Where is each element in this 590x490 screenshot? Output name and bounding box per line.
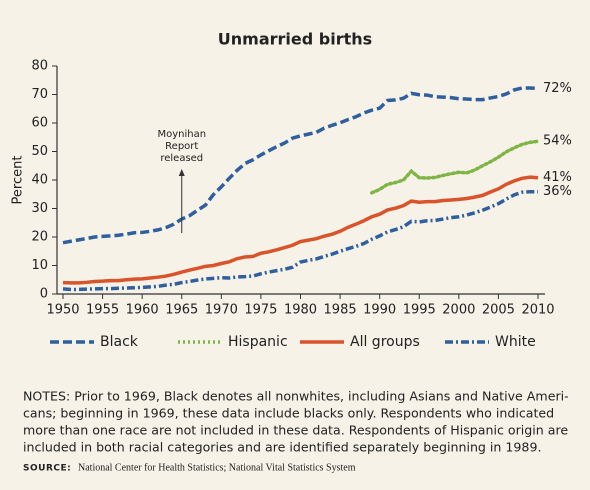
end-label: 41% [543,170,572,185]
x-tick-label: 1970 [205,303,238,318]
chart-title: Unmarried births [218,30,372,49]
x-tick-label: 2010 [521,303,554,318]
x-tick-label: 2005 [482,303,515,318]
annotation: Report [165,141,198,152]
x-tick-label: 1985 [324,303,357,318]
notes-line: NOTES: Prior to 1969, Black denotes all … [23,389,569,404]
annotation-arrowhead [178,169,185,176]
y-tick-label: 70 [31,87,48,102]
y-tick-label: 60 [31,116,48,131]
series-line [62,189,538,292]
x-tick-label: 1960 [126,303,159,318]
notes-line: more than one race are not included in t… [23,423,568,438]
x-tick-label: 1975 [244,303,277,318]
end-label: 36% [543,184,572,199]
notes-line: included in both racial categories and a… [23,440,541,455]
x-tick-label: 1995 [403,303,436,318]
series-line [370,139,540,195]
notes-line: cans; beginning in 1969, these data incl… [23,406,554,421]
legend-label: Black [100,334,139,350]
y-tick-label: 0 [40,287,48,302]
legend-label: Hispanic [228,334,288,350]
y-axis-label: Percent [11,156,26,205]
y-tick-label: 30 [31,201,48,216]
x-tick-label: 1950 [46,303,79,318]
x-tick-label: 1955 [86,303,119,318]
source-label: SOURCE: [23,464,71,474]
y-tick-label: 10 [31,258,48,273]
x-tick-label: 1990 [363,303,396,318]
y-tick-label: 50 [31,144,48,159]
annotation: released [160,153,203,164]
end-label: 72% [543,81,572,96]
annotation: Moynihan [157,129,206,140]
x-tick-label: 2000 [442,303,475,318]
y-tick-label: 40 [31,173,48,188]
end-label: 54% [543,134,572,149]
y-tick-label: 80 [31,59,48,74]
x-tick-label: 1965 [165,303,198,318]
legend-label: White [495,334,536,350]
legend-label: All groups [350,334,420,350]
series-line [62,175,539,285]
series-line [62,86,539,245]
y-tick-label: 20 [31,230,48,245]
x-tick-label: 1980 [284,303,317,318]
source-text: National Center for Health Statistics; N… [78,462,356,473]
